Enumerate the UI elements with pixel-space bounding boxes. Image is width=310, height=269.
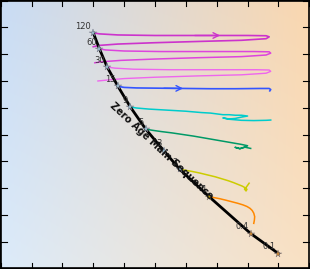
Text: Zero Age Main Sequence: Zero Age Main Sequence — [108, 100, 215, 201]
Text: 0.1: 0.1 — [263, 242, 276, 252]
Text: 15: 15 — [105, 75, 116, 84]
Text: 9: 9 — [122, 96, 128, 105]
Text: 2: 2 — [172, 158, 177, 167]
Text: 1: 1 — [201, 185, 206, 194]
Text: 120: 120 — [75, 22, 91, 31]
Text: 5: 5 — [138, 118, 143, 127]
Text: 60: 60 — [86, 38, 97, 47]
Text: 30: 30 — [94, 56, 105, 65]
Text: 0.4: 0.4 — [235, 222, 248, 231]
Text: 3: 3 — [156, 139, 161, 148]
